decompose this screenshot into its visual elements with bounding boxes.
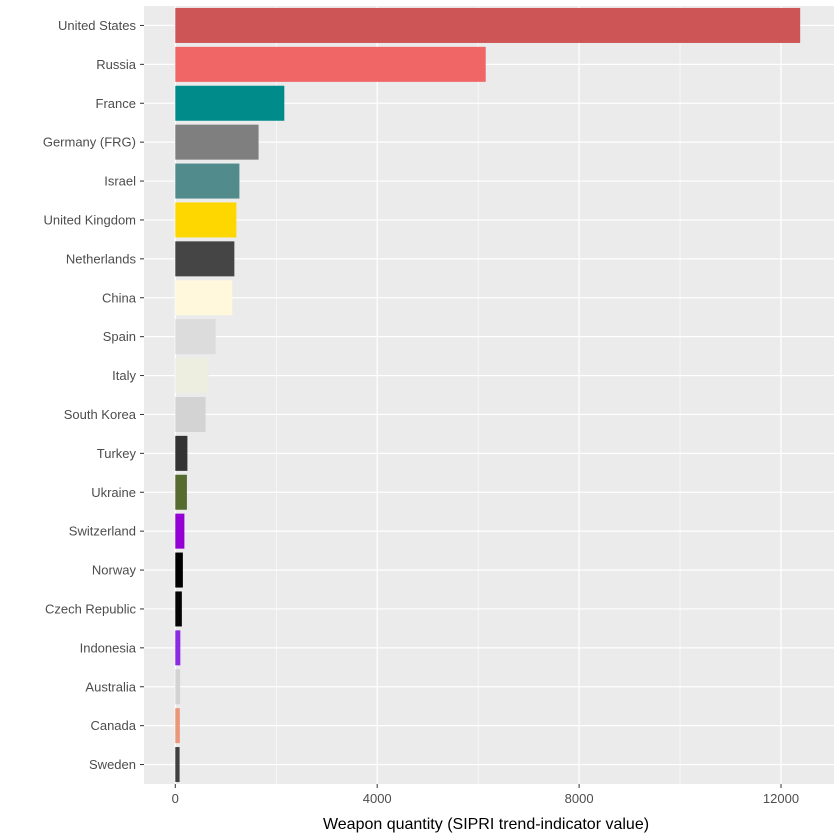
y-tick-label: Indonesia xyxy=(80,640,137,655)
y-tick-label: South Korea xyxy=(64,407,137,422)
x-tick-label: 8000 xyxy=(565,791,594,806)
bar xyxy=(175,630,181,666)
y-tick-label: Netherlands xyxy=(66,251,137,266)
panel-background xyxy=(144,6,834,784)
y-tick-label: China xyxy=(102,290,137,305)
y-tick-label: Canada xyxy=(90,718,136,733)
x-tick-label: 12000 xyxy=(763,791,799,806)
y-tick-label: Turkey xyxy=(97,446,137,461)
y-tick-label: Norway xyxy=(92,563,137,578)
y-tick-label: United States xyxy=(58,18,137,33)
bar xyxy=(175,474,187,510)
y-tick-label: Germany (FRG) xyxy=(43,135,136,150)
x-axis: 0 4000 8000 12000 xyxy=(172,784,799,806)
bars xyxy=(175,7,801,783)
y-tick-label: Czech Republic xyxy=(45,601,137,616)
bar xyxy=(175,85,285,121)
bar xyxy=(175,747,180,783)
y-axis: United States Russia France Germany (FRG) Is… xyxy=(43,18,144,772)
y-tick-label: Sweden xyxy=(89,757,136,772)
bar xyxy=(175,435,188,471)
bar xyxy=(175,513,185,549)
bar xyxy=(175,669,181,705)
bar xyxy=(175,396,206,432)
y-tick-label: Ukraine xyxy=(91,485,136,500)
bar xyxy=(175,591,182,627)
bar xyxy=(175,241,235,277)
bar xyxy=(175,280,233,316)
bar xyxy=(175,552,183,588)
grid-lines xyxy=(144,6,834,784)
x-tick-label: 0 xyxy=(172,791,179,806)
bar xyxy=(175,708,180,744)
bar xyxy=(175,46,486,82)
bar xyxy=(175,7,801,43)
bar xyxy=(175,163,240,199)
y-tick-label: Australia xyxy=(85,679,136,694)
y-tick-label: Switzerland xyxy=(69,524,136,539)
bar xyxy=(175,358,209,394)
y-tick-label: Italy xyxy=(112,368,136,383)
y-tick-label: United Kingdom xyxy=(44,212,137,227)
y-tick-label: France xyxy=(96,96,136,111)
bar xyxy=(175,124,259,160)
x-tick-label: 4000 xyxy=(363,791,392,806)
y-tick-label: Spain xyxy=(103,329,136,344)
x-axis-title: Weapon quantity (SIPRI trend-indicator v… xyxy=(323,816,649,833)
y-tick-label: Israel xyxy=(104,174,136,189)
y-tick-label: Russia xyxy=(96,57,137,72)
bar xyxy=(175,202,237,238)
bar xyxy=(175,319,216,355)
